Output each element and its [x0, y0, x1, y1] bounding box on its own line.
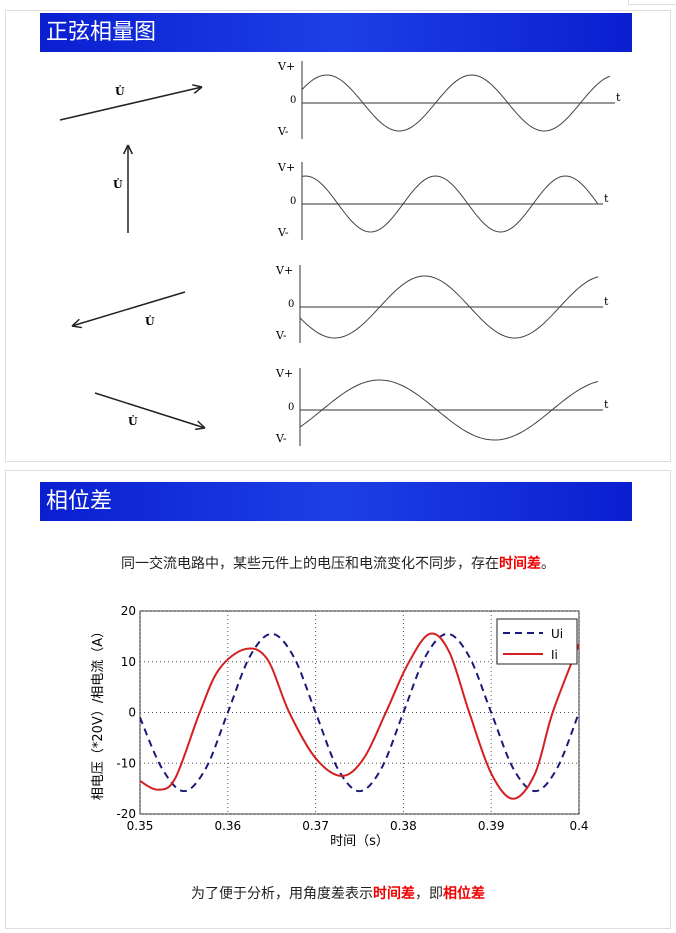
conclusion-text: 为了便于分析，用角度差表示时间差，即相位差: [0, 883, 676, 903]
section-title-phase: 相位差: [40, 482, 632, 521]
intro-text-main: 同一交流电路中，某些元件上的电压和电流变化不同步，存在: [121, 556, 499, 572]
conclusion-highlight-phase: 相位差: [443, 886, 485, 902]
section-title-phasor: 正弦相量图: [40, 13, 632, 52]
conclusion-text-main: 为了便于分析，用角度差表示: [191, 886, 373, 902]
conclusion-text-mid: ，即: [415, 886, 443, 902]
page-corner: [628, 0, 676, 5]
intro-highlight: 时间差: [499, 556, 541, 572]
intro-text-end: 。: [541, 556, 555, 572]
intro-text: 同一交流电路中，某些元件上的电压和电流变化不同步，存在时间差。: [0, 553, 676, 573]
phasor-card: [5, 10, 671, 462]
conclusion-highlight-time: 时间差: [373, 886, 415, 902]
phase-diff-card: [5, 470, 671, 929]
